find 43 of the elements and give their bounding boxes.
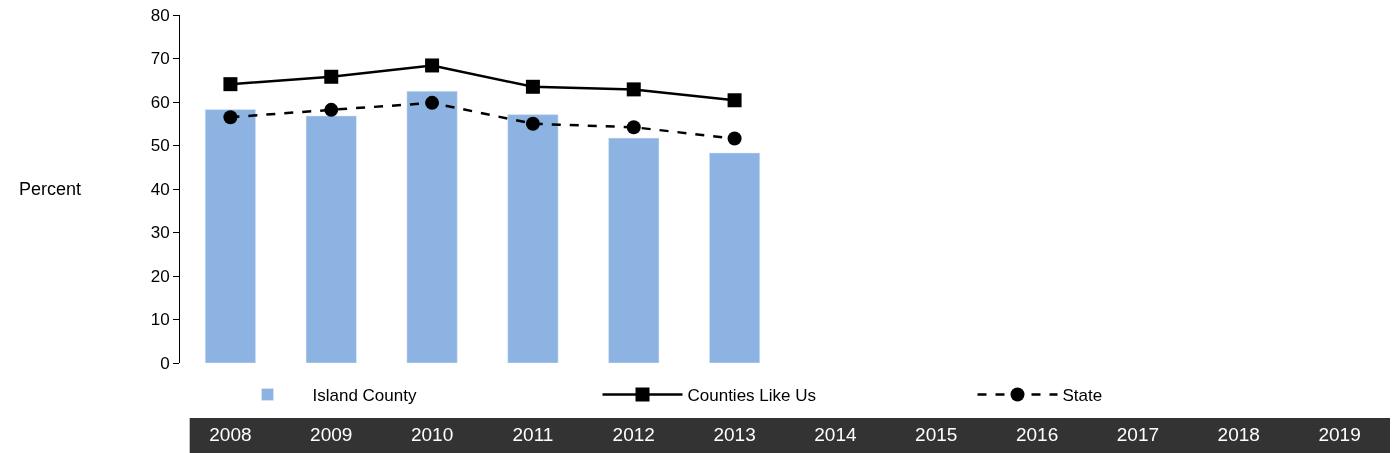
y-tick-label: 40 <box>150 179 170 199</box>
x-tick-label: 2008 <box>209 424 252 445</box>
x-tick-label: 2018 <box>1217 424 1260 445</box>
y-tick-label: 50 <box>150 136 170 156</box>
bar <box>608 137 660 363</box>
x-tick-label: 2016 <box>1015 424 1059 445</box>
x-tick-label: 2011 <box>512 424 554 445</box>
point <box>626 82 641 97</box>
y-tick-label: 70 <box>150 49 170 69</box>
point <box>324 102 339 117</box>
point <box>525 116 540 131</box>
point <box>525 79 540 94</box>
x-tick-label: 2009 <box>310 424 353 445</box>
bar <box>204 109 256 363</box>
legend-label: Island County <box>312 386 417 406</box>
point <box>324 69 339 84</box>
legend-label: Counties Like Us <box>687 386 817 406</box>
bar <box>406 90 458 363</box>
y-tick-label: 20 <box>150 266 170 286</box>
x-tick-label: 2014 <box>814 424 857 445</box>
x-tick-label: 2012 <box>612 424 655 445</box>
x-tick-label: 2013 <box>713 424 756 445</box>
point <box>425 58 440 73</box>
point <box>223 77 238 92</box>
y-tick-label: 0 <box>160 353 170 373</box>
legend-label: State <box>1062 386 1103 406</box>
x-tick-label: 2010 <box>410 424 454 445</box>
point <box>727 93 742 108</box>
point <box>727 131 742 146</box>
y-tick-label: 60 <box>150 92 170 112</box>
x-tick-label: 2019 <box>1318 424 1361 445</box>
point <box>425 95 440 110</box>
x-tick-label: 2017 <box>1116 424 1160 445</box>
bar <box>305 115 357 363</box>
point <box>626 120 641 135</box>
y-tick-label: 80 <box>150 5 170 25</box>
bar <box>709 152 761 363</box>
y-tick-label: 30 <box>150 223 170 243</box>
text: Percent <box>19 179 82 199</box>
bar <box>507 114 559 363</box>
point <box>223 110 238 125</box>
y-tick-label: 10 <box>150 310 170 330</box>
x-tick-label: 2015 <box>915 424 958 445</box>
